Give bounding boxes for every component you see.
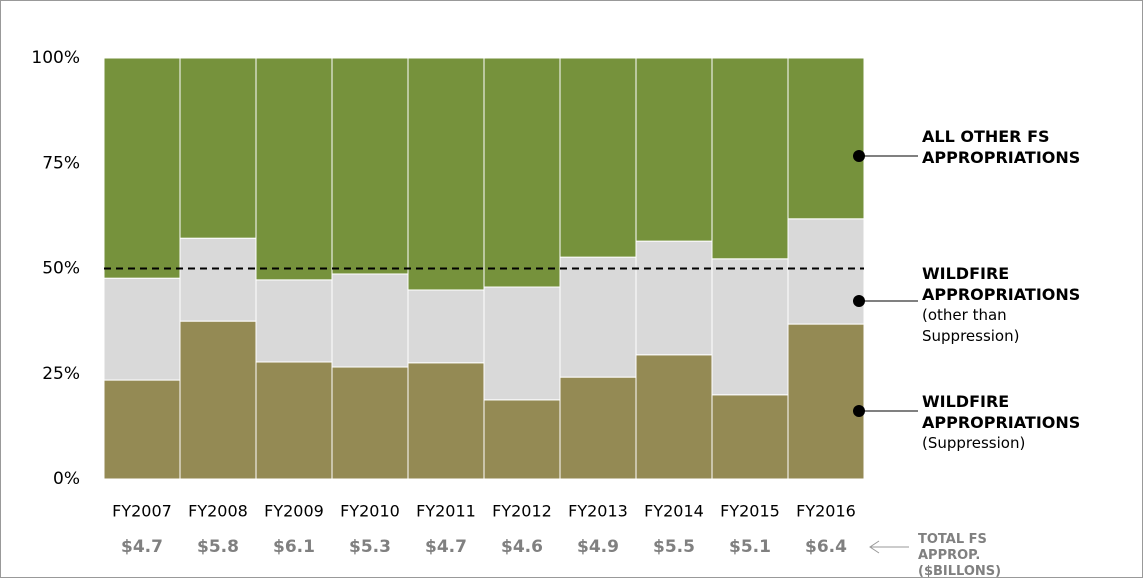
bar-segment [635,240,713,356]
total-label: $5.3 [349,537,391,557]
legend-name: WILDFIRE APPROPRIATIONS [922,264,1081,304]
total-label: $6.4 [805,537,847,557]
total-label: $5.8 [197,537,239,557]
x-tick-label: FY2009 [264,502,324,521]
totals-label: TOTAL FS APPROP. ($BILLONS) [918,532,1002,578]
bar-segment [635,57,713,242]
bar-segment [711,57,789,260]
bar-segment [103,379,181,480]
bar-segment [255,361,333,480]
bar-segment [179,237,257,322]
legend-name: WILDFIRE APPROPRIATIONS [922,392,1081,432]
total-label: $4.7 [121,537,163,557]
x-tick-label: FY2014 [644,502,704,521]
legend-dot [853,405,865,417]
bar-segment [407,362,485,480]
total-label: $5.5 [653,537,695,557]
bar-segment [331,273,409,368]
y-tick-label: 0% [53,469,80,489]
legend-label: WILDFIRE APPROPRIATIONS (other than Suppr… [922,263,1107,347]
bar-segment [483,399,561,480]
x-tick-label: FY2010 [340,502,400,521]
x-tick-label: FY2008 [188,502,248,521]
bar-segment [711,258,789,396]
y-tick-label: 25% [42,364,80,384]
bar-segment [179,320,257,480]
bar-segment [103,277,181,381]
bar-segment [407,57,485,291]
bar-segment [787,218,865,325]
bar-segment [559,256,637,378]
bar-segment [787,57,865,220]
legend-detail: (other than Suppression) [922,306,1020,345]
bar-segment [635,354,713,480]
bar-segment [331,57,409,275]
x-tick-label: FY2011 [416,502,476,521]
bar-segment [787,323,865,480]
bar-segment [331,366,409,480]
arrow-head [869,540,880,554]
bar-segment [559,376,637,480]
total-label: $4.6 [501,537,543,557]
bar-segment [103,57,181,279]
total-label: $4.9 [577,537,619,557]
bar-segment [483,57,561,288]
legend-label: ALL OTHER FS APPROPRIATIONS [922,126,1107,168]
bar-segment [179,57,257,239]
x-tick-label: FY2015 [720,502,780,521]
x-tick-label: FY2016 [796,502,856,521]
bar-segment [483,286,561,401]
total-label: $5.1 [729,537,771,557]
x-tick-label: FY2012 [492,502,552,521]
total-label: $4.7 [425,537,467,557]
bar-segment [711,394,789,480]
y-tick-label: 75% [42,153,80,173]
y-tick-label: 100% [31,48,80,68]
bar-segment [559,57,637,258]
legend-detail: (Suppression) [922,434,1026,452]
bar-segment [255,279,333,363]
x-tick-label: FY2007 [112,502,172,521]
legend-dot [853,295,865,307]
legend-name: ALL OTHER FS APPROPRIATIONS [922,127,1081,167]
legend-label: WILDFIRE APPROPRIATIONS (Suppression) [922,391,1107,454]
legend-dot [853,150,865,162]
bar-segment [407,289,485,364]
x-tick-label: FY2013 [568,502,628,521]
bar-segment [255,57,333,281]
total-label: $6.1 [273,537,315,557]
y-tick-label: 50% [42,259,80,279]
